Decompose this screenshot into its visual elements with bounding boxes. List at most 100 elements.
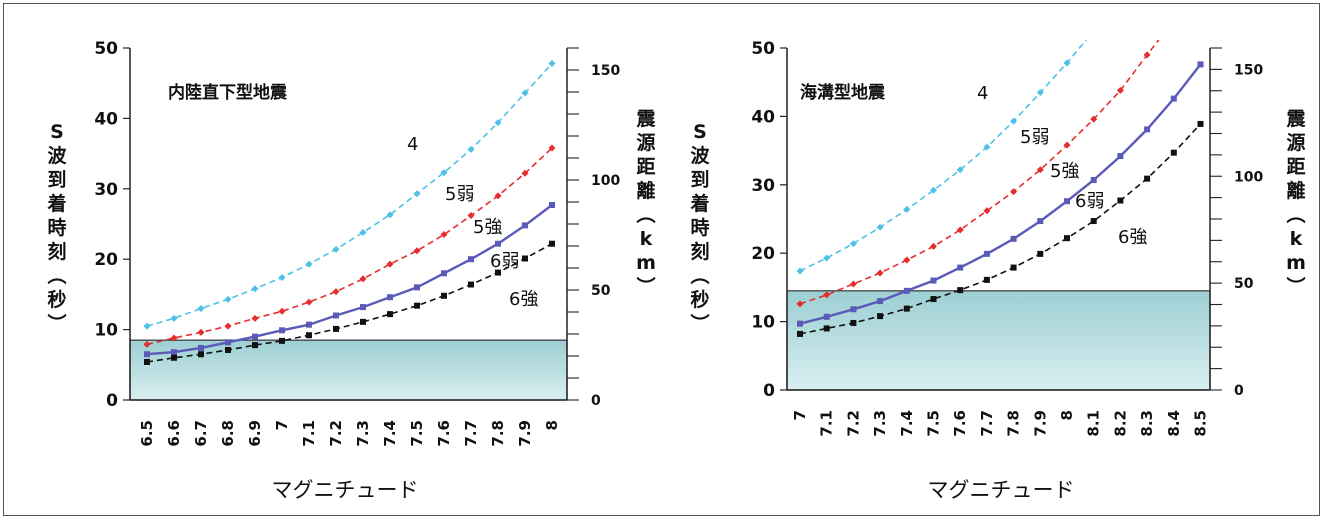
y-tick-label: 10 [751,313,775,333]
x-axis-label: マグニチュード [928,478,1075,502]
data-point [1116,86,1124,94]
data-point [441,270,447,277]
data-point [198,344,204,351]
data-point [197,304,205,312]
axis-label-char: 波 [690,144,710,167]
axis-label-char: ） [45,313,68,332]
axis-label-char: 到 [690,169,709,191]
y2-tick-label: 0 [591,393,601,409]
data-point [549,201,555,208]
data-point [467,145,475,153]
x-tick-label: 7 [273,420,291,430]
data-point [1036,166,1044,174]
axis-label-char: S [50,121,64,143]
axis-label-char: 時 [690,217,709,239]
axis-label-char: （ [688,265,711,284]
data-point [1170,17,1177,24]
data-point [903,305,910,312]
data-point [849,240,857,248]
series-group [143,59,556,365]
data-point [521,169,529,177]
axis-label-char: （ [45,265,68,284]
data-point [1090,27,1097,34]
x-tick-label: 7.2 [327,420,345,447]
data-point [1117,197,1124,204]
data-point [1090,177,1097,184]
x-tick-label: 7.1 [300,420,318,447]
data-point [467,212,475,220]
data-point [413,247,421,255]
data-point [305,298,313,306]
x-tick-label: 8.1 [1085,410,1103,437]
data-point [823,291,831,299]
axis-label-char: S [693,121,707,143]
axis-label-char: （ [634,204,657,223]
annotation-5-strong: 5強 [473,217,502,238]
chart-inland: 内陸直下型地震 マグニチュード 4 5弱 5強 6弱 6強 0 10 20 30 40 5… [45,39,657,502]
data-point [494,192,502,200]
axis-label-char: 源 [1286,131,1305,154]
x-tick-label: 7.4 [381,420,399,447]
axis-label-char: 源 [636,131,655,154]
series-line-1 [146,147,553,346]
axis-label-char: ） [688,313,711,332]
data-point [1037,218,1044,225]
axis-label-char: ） [1284,276,1307,295]
chart-title: 内陸直下型地震 [168,82,288,103]
data-point [876,269,884,277]
data-point [225,347,231,354]
x-tick-label: 8.4 [1165,410,1183,437]
data-point [306,321,312,328]
y-tick-label: 50 [94,39,118,59]
data-point [143,322,151,330]
data-point [522,222,528,229]
data-point [957,287,964,294]
data-point [440,231,448,239]
data-point [903,256,911,264]
data-point [797,330,803,337]
axis-label-char: （ [1284,204,1307,223]
x-tick-label: 7.7 [462,420,480,447]
axis-label-char: 着 [690,192,709,215]
y-tick-label: 20 [751,244,775,264]
axis-label-char: 刻 [690,240,709,263]
data-point [877,298,884,305]
x-tick-label: 8.5 [1192,410,1210,437]
x-tick-label: 6.5 [138,420,156,447]
annotation-6-weak: 6弱 [490,251,519,272]
y2-tick-label: 50 [591,283,611,299]
axis-label-char: 秒 [47,288,66,311]
data-point [1197,61,1204,68]
data-point [823,313,830,320]
data-point [957,264,964,271]
x-tick-label: 6.8 [219,420,237,447]
data-point [930,242,937,250]
x-tick-label: 7.9 [516,420,534,447]
chart-title: 海溝型地震 [800,82,886,103]
data-point [144,351,150,358]
data-point [251,285,259,293]
data-point [279,337,285,344]
data-point [143,340,151,348]
x-tick-label: 7.8 [1005,410,1023,437]
annotation-5-weak: 5弱 [445,184,474,205]
data-point [359,275,367,283]
data-point [823,254,831,262]
data-point [441,292,447,299]
data-point [332,288,340,296]
data-point [903,287,910,294]
data-point [850,306,857,313]
axis-label-char: k [640,228,653,250]
data-point [1037,250,1044,257]
data-point [171,354,177,361]
y-tick-label: 20 [94,250,118,270]
data-point [930,186,937,194]
y2-tick-label: 50 [1234,276,1254,292]
y-tick-label: 30 [94,180,118,200]
x-tick-label: 7.7 [978,410,996,437]
x-tick-label: 8 [543,420,561,430]
data-point [930,296,937,303]
annotation-5-weak: 5弱 [1020,127,1049,148]
x-tick-label: 6.7 [192,420,210,447]
